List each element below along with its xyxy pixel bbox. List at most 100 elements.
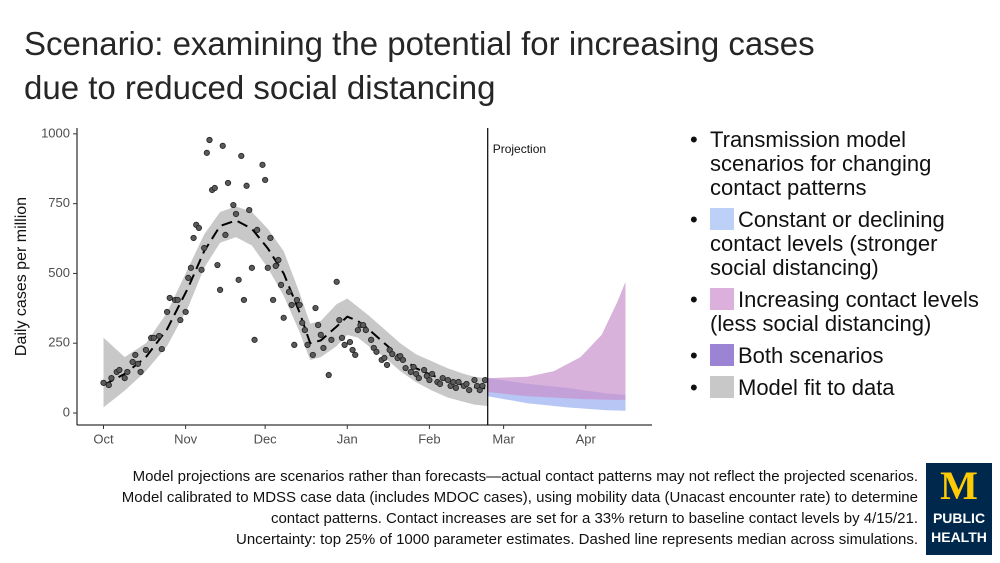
projection-label: Projection bbox=[493, 142, 546, 156]
data-point bbox=[325, 371, 332, 379]
data-point bbox=[341, 341, 348, 348]
legend-label: Model fit to data bbox=[738, 375, 895, 400]
data-point bbox=[214, 261, 221, 269]
legend-swatch bbox=[710, 288, 734, 310]
slide-title: Scenario: examining the potential for in… bbox=[24, 25, 815, 106]
data-point bbox=[333, 278, 340, 285]
data-point bbox=[222, 231, 229, 239]
data-point bbox=[158, 345, 165, 353]
data-point bbox=[190, 234, 197, 242]
legend-item: Model fit to data bbox=[688, 375, 988, 401]
data-point bbox=[410, 363, 417, 371]
data-point bbox=[163, 308, 171, 316]
logo: M PUBLIC HEALTH bbox=[926, 463, 992, 555]
legend-swatch bbox=[710, 208, 734, 230]
legend-item: Both scenarios bbox=[688, 343, 988, 369]
data-point bbox=[243, 182, 250, 189]
data-point bbox=[415, 375, 422, 382]
data-point bbox=[301, 326, 308, 334]
data-point bbox=[182, 308, 189, 316]
data-point bbox=[277, 281, 285, 288]
data-point bbox=[471, 376, 478, 384]
data-point bbox=[187, 264, 195, 271]
legend-label: Increasing contact levels (less social d… bbox=[710, 287, 979, 336]
legend-title: Transmission model scenarios for changin… bbox=[688, 128, 988, 200]
data-point bbox=[399, 356, 407, 364]
data-point bbox=[463, 380, 470, 388]
x-tick-label: Apr bbox=[576, 431, 597, 446]
x-tick-label: Nov bbox=[174, 431, 198, 446]
data-point bbox=[216, 286, 224, 293]
data-point bbox=[455, 378, 462, 386]
data-point bbox=[328, 336, 335, 343]
data-point bbox=[315, 321, 322, 329]
data-point bbox=[121, 375, 128, 382]
data-point bbox=[360, 321, 367, 329]
data-point bbox=[100, 379, 107, 386]
data-point bbox=[481, 376, 489, 384]
data-point bbox=[280, 314, 287, 321]
y-tick-label: 750 bbox=[48, 195, 70, 210]
data-point bbox=[275, 256, 282, 264]
model-fit-band bbox=[103, 206, 488, 408]
data-point bbox=[132, 351, 139, 359]
data-point bbox=[304, 341, 311, 348]
data-point bbox=[134, 360, 142, 367]
legend-item: Increasing contact levels (less social d… bbox=[688, 288, 988, 336]
data-point bbox=[150, 334, 157, 342]
data-point bbox=[262, 176, 269, 184]
data-point bbox=[466, 387, 473, 394]
note-line: Model calibrated to MDSS case data (incl… bbox=[121, 489, 918, 506]
data-point bbox=[288, 301, 295, 309]
data-point bbox=[108, 375, 115, 382]
y-tick-label: 500 bbox=[48, 265, 70, 280]
logo-text: PUBLIC bbox=[932, 510, 986, 526]
logo-text: HEALTH bbox=[931, 529, 987, 545]
data-point bbox=[203, 149, 210, 156]
data-point bbox=[426, 376, 433, 384]
data-point bbox=[428, 370, 436, 378]
data-point bbox=[336, 316, 343, 324]
legend-swatch bbox=[710, 344, 734, 366]
data-point bbox=[198, 266, 205, 273]
data-point bbox=[349, 346, 356, 354]
data-point bbox=[421, 366, 428, 374]
data-point bbox=[232, 210, 240, 218]
data-point bbox=[246, 206, 253, 214]
data-point bbox=[291, 341, 298, 348]
data-point bbox=[354, 326, 361, 334]
x-tick-label: Feb bbox=[418, 431, 440, 446]
legend-item: Constant or declining contact levels (st… bbox=[688, 208, 988, 280]
data-point bbox=[166, 294, 173, 302]
data-point bbox=[317, 331, 324, 338]
data-point bbox=[248, 264, 255, 271]
logo-mark: M bbox=[940, 463, 978, 508]
data-point bbox=[219, 142, 226, 149]
data-point bbox=[177, 316, 184, 324]
data-point bbox=[320, 344, 327, 352]
data-point bbox=[272, 262, 279, 269]
data-point bbox=[129, 358, 136, 366]
data-point bbox=[368, 336, 375, 343]
data-point bbox=[264, 264, 271, 271]
y-tick-label: 0 bbox=[63, 404, 70, 419]
data-point bbox=[105, 381, 112, 389]
data-point bbox=[346, 338, 354, 346]
legend-swatch bbox=[710, 376, 734, 398]
data-point bbox=[206, 136, 213, 144]
x-tick-label: Mar bbox=[492, 431, 515, 446]
x-tick-label: Jan bbox=[337, 431, 358, 446]
data-point bbox=[211, 184, 218, 192]
data-point bbox=[352, 351, 359, 359]
data-point bbox=[238, 152, 245, 160]
legend-label: Both scenarios bbox=[738, 343, 884, 368]
x-tick-label: Dec bbox=[254, 431, 278, 446]
data-point bbox=[201, 244, 208, 252]
data-point bbox=[251, 336, 258, 343]
data-point bbox=[137, 368, 144, 376]
data-point bbox=[259, 161, 266, 168]
note-line: contact patterns. Contact increases are … bbox=[270, 510, 918, 527]
y-axis-label: Daily cases per million bbox=[13, 197, 30, 356]
note-line: Uncertainty: top 25% of 1000 parameter e… bbox=[235, 531, 918, 548]
